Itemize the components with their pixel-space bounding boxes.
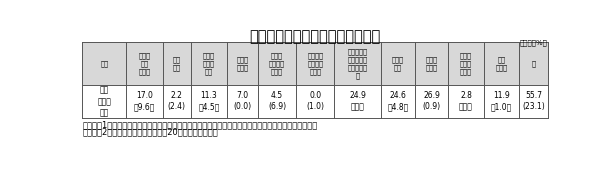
- Text: 転籍
出向: 転籍 出向: [173, 56, 181, 71]
- Bar: [82, 85, 548, 118]
- Text: 計: 計: [531, 60, 536, 67]
- Text: 26.9
(0.9): 26.9 (0.9): [423, 91, 441, 112]
- Text: 採用の
停止
・抑制: 採用の 停止 ・抑制: [138, 52, 151, 75]
- Text: 2.8
（－）: 2.8 （－）: [459, 91, 473, 112]
- Text: 2　（　）内の数字は、平成20年の割合である。: 2 （ ）内の数字は、平成20年の割合である。: [82, 128, 218, 137]
- Text: 17.0
（9.6）: 17.0 （9.6）: [134, 91, 155, 112]
- Text: 11.9
（1.0）: 11.9 （1.0）: [491, 91, 512, 112]
- Text: 部門整
理・部門
間配転: 部門整 理・部門 間配転: [269, 52, 285, 75]
- Text: （単位：%）: （単位：%）: [520, 39, 547, 46]
- Text: 0.0
(1.0): 0.0 (1.0): [306, 91, 324, 112]
- Text: 一時休
・休業: 一時休 ・休業: [426, 56, 438, 71]
- Text: ワーク
シェア
リング: ワーク シェア リング: [460, 52, 472, 75]
- Text: 55.7
(23.1): 55.7 (23.1): [522, 91, 545, 112]
- Text: 24.9
（－）: 24.9 （－）: [349, 91, 366, 112]
- Text: 残業の
規制: 残業の 規制: [392, 56, 404, 71]
- Text: 希望退
職者の
募集: 希望退 職者の 募集: [203, 52, 215, 75]
- Text: （注）　1　各項目は重複回答。計欄は各項目のうちいずれかの雇用調整を行った事業所の割合である。: （注） 1 各項目は重複回答。計欄は各項目のうちいずれかの雇用調整を行った事業所…: [82, 121, 317, 130]
- Text: 正社員
の解雇: 正社員 の解雇: [237, 56, 248, 71]
- Text: 2.2
(2.4): 2.2 (2.4): [168, 91, 186, 112]
- Text: 11.3
（4.5）: 11.3 （4.5）: [198, 91, 220, 112]
- Text: 項目: 項目: [100, 60, 108, 67]
- Text: 24.6
（4.8）: 24.6 （4.8）: [387, 91, 408, 112]
- Text: 派遣労働者
の契約解除
の中止・廃
止: 派遣労働者 の契約解除 の中止・廃 止: [347, 48, 368, 79]
- Text: 民間における雇用調整の実施状況: 民間における雇用調整の実施状況: [250, 29, 381, 44]
- Text: 実施
事業所
割合: 実施 事業所 割合: [97, 86, 111, 117]
- Text: 賃金
カット: 賃金 カット: [495, 56, 507, 71]
- Bar: [82, 42, 548, 85]
- Text: 4.5
(6.9): 4.5 (6.9): [268, 91, 286, 112]
- Text: 管理・非
正規社員
へ転換: 管理・非 正規社員 へ転換: [307, 52, 323, 75]
- Text: 7.0
(0.0): 7.0 (0.0): [234, 91, 252, 112]
